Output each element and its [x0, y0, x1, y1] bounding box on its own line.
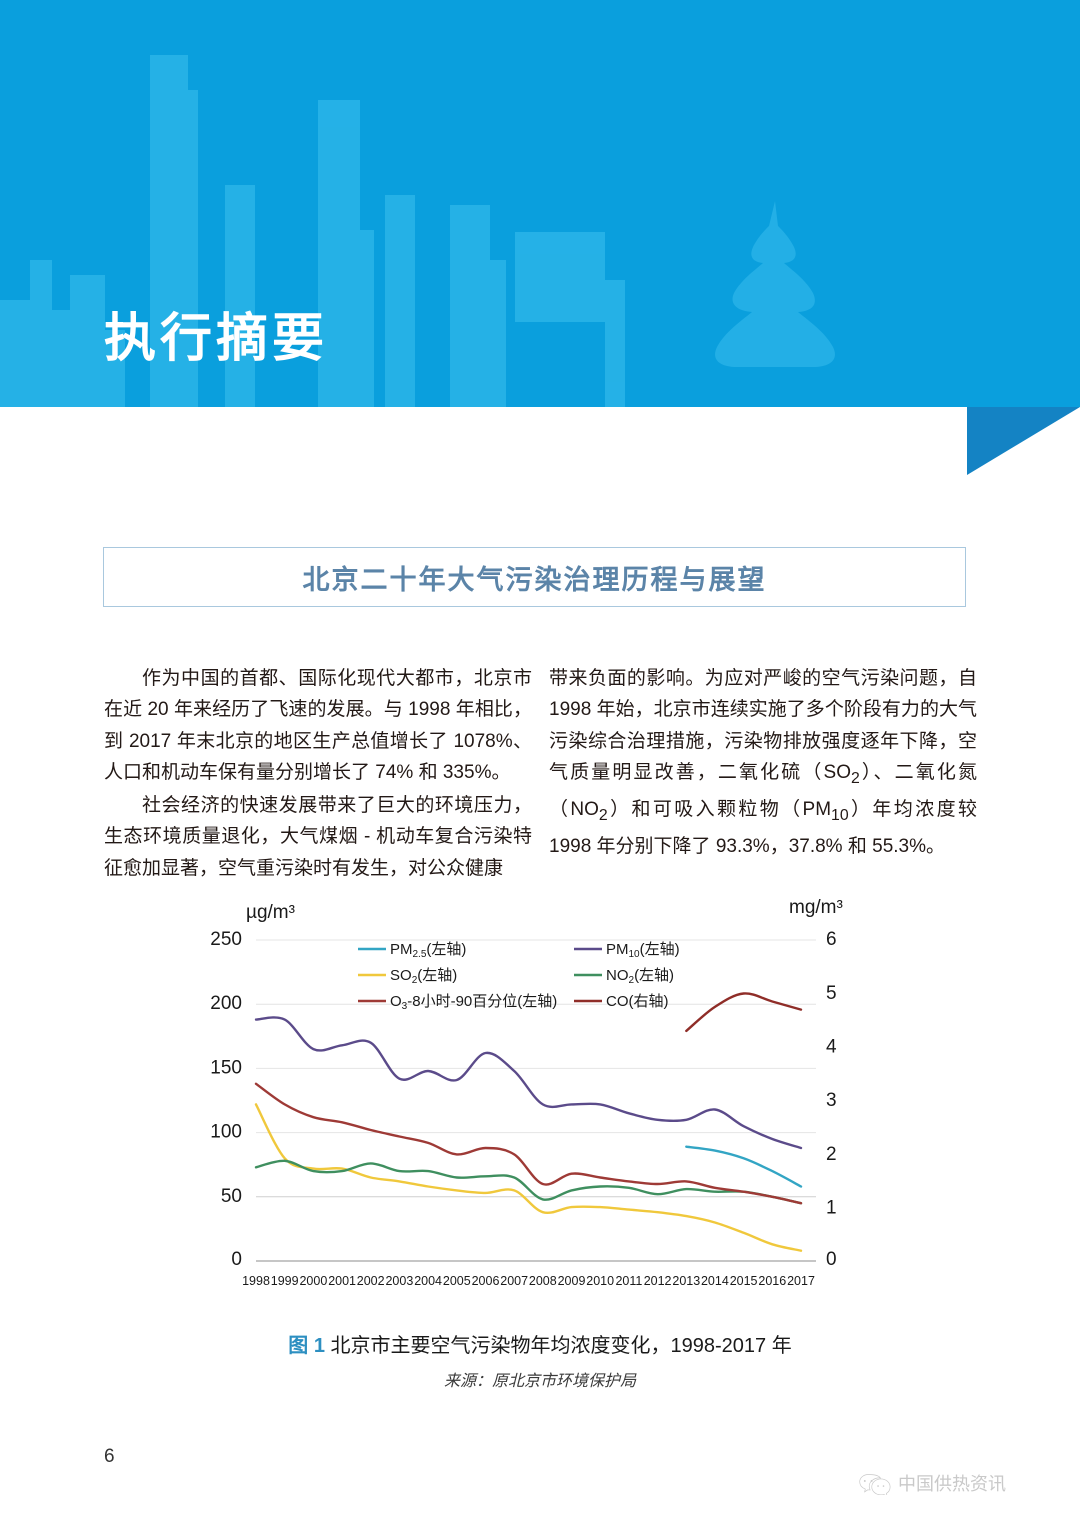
svg-text:PM2.5(左轴): PM2.5(左轴)	[390, 941, 466, 960]
svg-text:2009: 2009	[558, 1274, 586, 1288]
svg-text:250: 250	[210, 929, 242, 950]
svg-text:2006: 2006	[472, 1274, 500, 1288]
svg-text:200: 200	[210, 993, 242, 1014]
svg-text:0: 0	[231, 1249, 242, 1270]
svg-text:6: 6	[826, 929, 837, 950]
svg-text:NO2(左轴): NO2(左轴)	[606, 967, 674, 986]
svg-text:2014: 2014	[701, 1274, 729, 1288]
svg-text:2008: 2008	[529, 1274, 557, 1288]
svg-text:2004: 2004	[414, 1274, 442, 1288]
svg-text:1998: 1998	[242, 1274, 270, 1288]
svg-text:5: 5	[826, 983, 837, 1004]
svg-text:2013: 2013	[672, 1274, 700, 1288]
svg-text:2011: 2011	[615, 1274, 642, 1288]
svg-text:2017: 2017	[787, 1274, 815, 1288]
svg-text:O3-8小时-90百分位(左轴): O3-8小时-90百分位(左轴)	[390, 993, 557, 1012]
svg-text:µg/m³: µg/m³	[246, 902, 295, 923]
svg-text:2015: 2015	[730, 1274, 758, 1288]
svg-text:2010: 2010	[586, 1274, 614, 1288]
svg-text:4: 4	[826, 1037, 837, 1058]
svg-text:1999: 1999	[271, 1274, 299, 1288]
svg-text:CO(右轴): CO(右轴)	[606, 993, 669, 1010]
svg-text:2007: 2007	[500, 1274, 528, 1288]
svg-text:150: 150	[210, 1057, 242, 1078]
svg-text:mg/m³: mg/m³	[789, 897, 843, 918]
svg-text:2000: 2000	[299, 1274, 327, 1288]
svg-text:100: 100	[210, 1122, 242, 1143]
svg-text:2001: 2001	[328, 1274, 356, 1288]
svg-text:SO2(左轴): SO2(左轴)	[390, 967, 457, 986]
svg-text:1: 1	[826, 1198, 837, 1219]
svg-text:0: 0	[826, 1249, 837, 1270]
svg-text:2: 2	[826, 1144, 837, 1165]
svg-text:2016: 2016	[758, 1274, 786, 1288]
svg-text:2005: 2005	[443, 1274, 471, 1288]
svg-text:50: 50	[221, 1186, 242, 1207]
svg-text:2003: 2003	[385, 1274, 413, 1288]
svg-text:2002: 2002	[357, 1274, 385, 1288]
svg-text:3: 3	[826, 1090, 837, 1111]
svg-text:2012: 2012	[644, 1274, 672, 1288]
svg-text:PM10(左轴): PM10(左轴)	[606, 941, 680, 960]
